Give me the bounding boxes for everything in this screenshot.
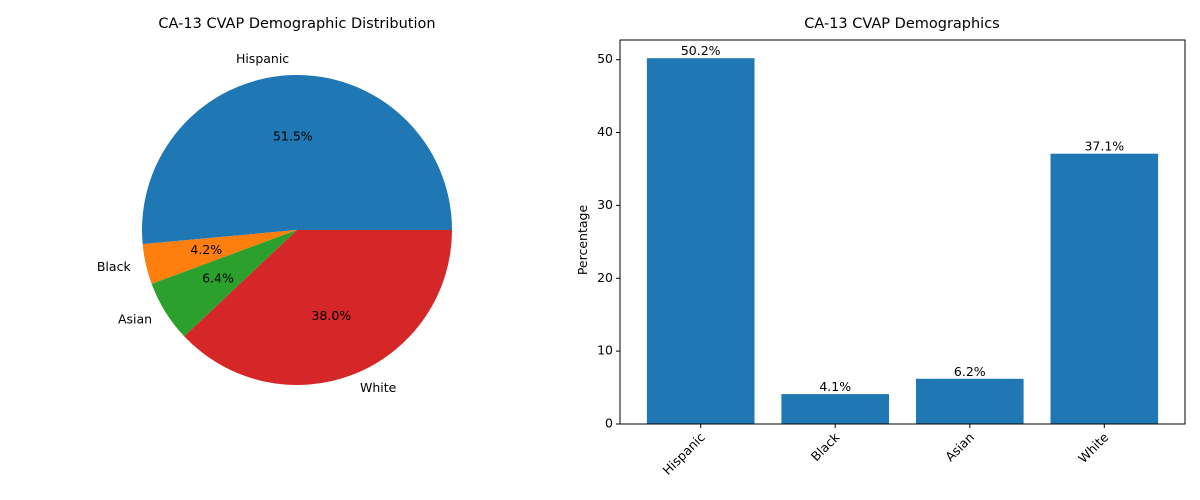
bar-black	[781, 394, 889, 424]
bar-value-label-hispanic: 50.2%	[681, 43, 721, 58]
y-tick-label-40: 40	[597, 124, 613, 139]
bar-title: CA-13 CVAP Demographics	[804, 16, 1000, 32]
bar-y-axis-label: Percentage	[575, 205, 590, 276]
bar-asian	[916, 378, 1024, 424]
pie-pct-white: 38.0%	[311, 308, 351, 323]
pie-pct-hispanic: 51.5%	[273, 129, 313, 144]
pie-label-white: White	[360, 380, 397, 395]
bar-value-label-asian: 6.2%	[954, 364, 986, 379]
pie-slice-hispanic	[141, 75, 452, 245]
bar-white	[1050, 153, 1159, 424]
pie-title: CA-13 CVAP Demographic Distribution	[158, 16, 435, 32]
bar-hispanic	[646, 58, 755, 424]
y-tick-label-30: 30	[597, 197, 613, 212]
pie-slice-white	[184, 230, 452, 385]
bar-value-label-black: 4.1%	[819, 379, 851, 394]
pie-pct-black: 4.2%	[190, 242, 222, 257]
bar-chart: CA-13 CVAP Demographics Percentage 50.2%…	[575, 16, 1186, 478]
x-tick-label-hispanic: Hispanic	[660, 429, 708, 477]
pie-label-hispanic: Hispanic	[236, 51, 289, 66]
pie-label-asian: Asian	[118, 311, 152, 326]
pie-slice-asian	[151, 230, 297, 337]
y-tick-label-0: 0	[605, 416, 613, 431]
y-tick-label-10: 10	[597, 343, 613, 358]
pie-label-black: Black	[97, 259, 132, 274]
x-tick-label-black: Black	[808, 429, 843, 464]
y-tick-label-20: 20	[597, 270, 613, 285]
bar-plot-frame	[619, 39, 1186, 425]
x-tick-label-asian: Asian	[942, 430, 977, 465]
pie-slice-black	[142, 230, 297, 284]
pie-pct-asian: 6.4%	[202, 271, 234, 286]
x-tick-label-white: White	[1075, 429, 1112, 466]
y-tick-label-50: 50	[597, 51, 613, 66]
pie-chart: CA-13 CVAP Demographic Distribution Hisp…	[97, 16, 452, 395]
bar-value-label-white: 37.1%	[1084, 139, 1124, 154]
